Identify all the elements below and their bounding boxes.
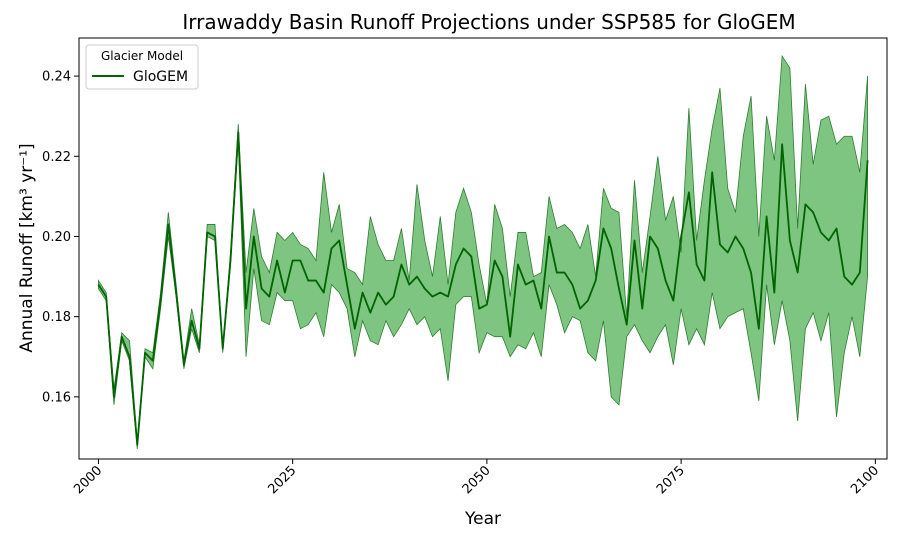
y-tick-label: 0.20 xyxy=(42,230,71,245)
y-tick-label: 0.18 xyxy=(42,310,71,325)
y-axis-label: Annual Runoff [km³ yr⁻¹] xyxy=(17,143,37,352)
y-tick-label: 0.16 xyxy=(42,390,71,405)
legend-label-glogem: GloGEM xyxy=(133,69,188,85)
legend-box xyxy=(85,44,199,90)
y-axis: 0.16 0.18 0.20 0.22 0.24 xyxy=(42,70,79,405)
x-axis: 2000 2025 2050 2075 2100 xyxy=(71,459,882,497)
legend: Glacier Model GloGEM xyxy=(85,44,199,90)
plot-frame xyxy=(78,37,888,460)
x-tick-label: 2050 xyxy=(460,463,494,497)
x-tick-label: 2075 xyxy=(654,463,688,497)
plot-area xyxy=(78,37,888,460)
y-tick-label: 0.22 xyxy=(42,150,71,165)
legend-title: Glacier Model xyxy=(101,49,183,63)
series-band-glogem xyxy=(98,54,868,450)
x-tick-label: 2000 xyxy=(71,463,105,497)
y-tick-label: 0.24 xyxy=(42,70,71,85)
chart-title: Irrawaddy Basin Runoff Projections under… xyxy=(182,10,795,34)
x-axis-label: Year xyxy=(464,509,501,529)
x-tick-label: 2100 xyxy=(848,463,882,497)
series-line-glogem xyxy=(97,131,869,446)
x-tick-label: 2025 xyxy=(265,463,299,497)
